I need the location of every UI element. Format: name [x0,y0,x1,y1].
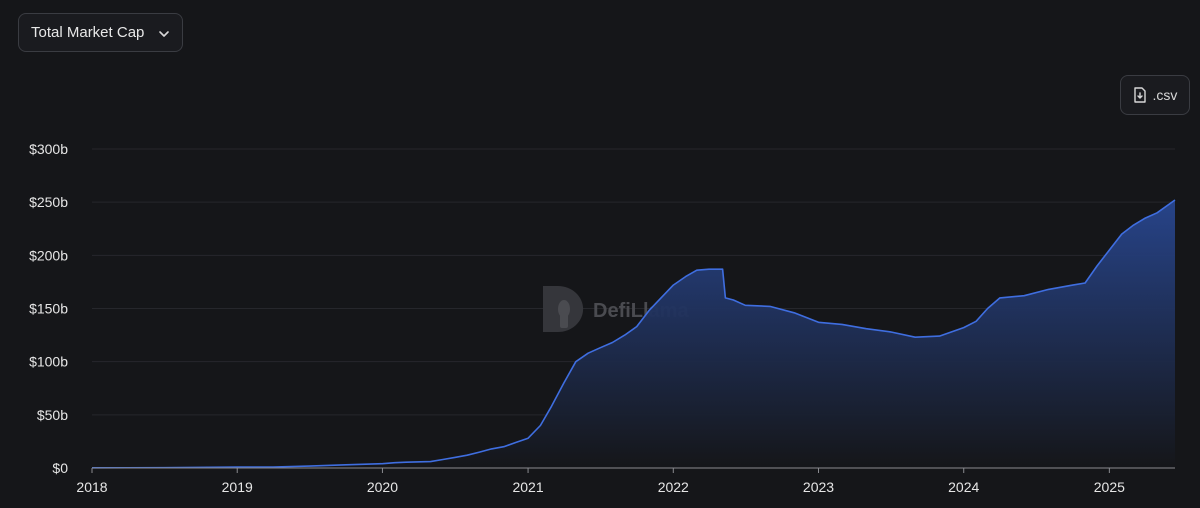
metric-selector[interactable]: Total Market Cap [18,13,183,52]
x-tick-label: 2018 [76,479,107,495]
metric-selector-label: Total Market Cap [31,24,145,41]
x-tick-label: 2019 [222,479,253,495]
y-tick-label: $100b [29,354,68,370]
llama-logo-icon [543,286,584,332]
csv-button-label: .csv [1152,87,1178,103]
file-download-icon [1133,87,1147,103]
chevron-down-icon [158,27,170,39]
csv-download-button[interactable]: .csv [1120,75,1190,115]
x-tick-label: 2024 [948,479,979,495]
series-area [92,200,1175,468]
y-tick-label: $50b [37,407,68,423]
x-tick-label: 2022 [658,479,689,495]
y-tick-label: $0 [52,460,68,476]
x-tick-label: 2023 [803,479,834,495]
series-line [91,199,1176,469]
y-tick-label: $200b [29,247,68,263]
y-tick-label: $150b [29,301,68,317]
x-tick-label: 2021 [512,479,543,495]
y-tick-label: $250b [29,194,68,210]
y-tick-label: $300b [29,141,68,157]
x-tick-label: 2020 [367,479,398,495]
x-tick-label: 2025 [1094,479,1125,495]
